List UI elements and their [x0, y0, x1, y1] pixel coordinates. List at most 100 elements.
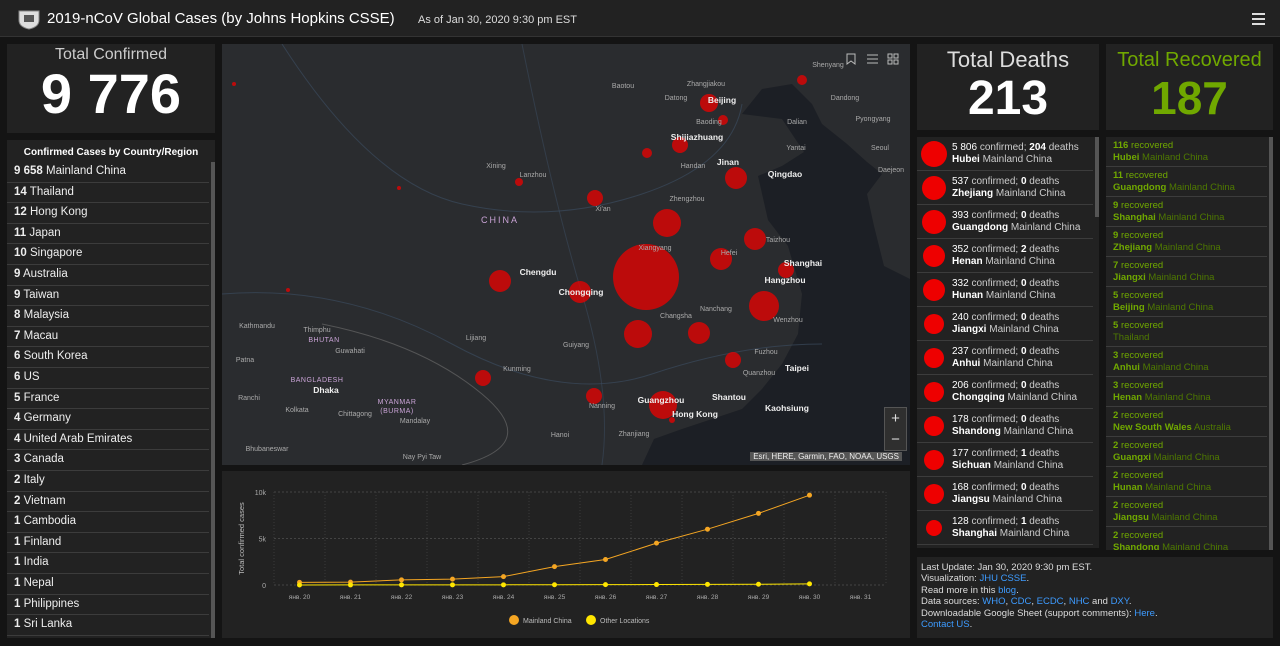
country: Macau [23, 329, 59, 342]
link[interactable]: JHU CSSE [979, 573, 1027, 585]
info: Last Update: Jan 30, 2020 9:30 pm EST. Vi… [917, 557, 1273, 638]
deaths-row[interactable]: 332 confirmed; 0 deaths Hunan Mainland Ch… [917, 273, 1093, 307]
city-label: Baoding [696, 119, 722, 126]
country: Thailand [29, 185, 74, 198]
deaths-row[interactable]: 237 confirmed; 0 deaths Anhui Mainland Ch… [917, 341, 1093, 375]
country-row[interactable]: 9 Australia [7, 265, 209, 286]
country-row[interactable]: 9 658 Mainland China [7, 162, 209, 183]
country-row[interactable]: 11 Japan [7, 224, 209, 245]
deaths-row[interactable]: 168 confirmed; 0 deaths Jiangsu Mainland … [917, 477, 1093, 511]
link[interactable]: DXY [1110, 596, 1129, 608]
menu-button[interactable] [1252, 13, 1266, 25]
count: 5 [1113, 290, 1119, 301]
country: Mainland China [983, 358, 1053, 369]
country-row[interactable]: 6 South Korea [7, 347, 209, 368]
point [807, 581, 812, 587]
recovered-row[interactable]: 9 recovered Zhejiang Mainland China [1106, 227, 1267, 257]
recovered-row[interactable]: 116 recovered Hubei Mainland China [1106, 137, 1267, 167]
country-row[interactable]: 1 Finland [7, 533, 209, 554]
city-label: Kaohsiung [765, 403, 809, 413]
recovered-row[interactable]: 2 recovered Guangxi Mainland China [1106, 437, 1267, 467]
link[interactable]: blog [998, 584, 1017, 596]
country-row[interactable]: 10 Singapore [7, 244, 209, 265]
deaths-row[interactable]: 206 confirmed; 0 deaths Chongqing Mainlan… [917, 375, 1093, 409]
country: Nepal [23, 577, 54, 589]
country: Mainland China [999, 528, 1070, 539]
city-label: Chongqing [559, 287, 604, 297]
count: 4 [14, 412, 21, 425]
deaths-row[interactable]: 177 confirmed; 1 deaths Sichuan Mainland … [917, 443, 1093, 477]
country-row[interactable]: 9 Taiwan [7, 286, 209, 307]
country-row[interactable]: 1 Nepal [7, 574, 209, 595]
point [807, 492, 812, 498]
city-label: Patna [236, 357, 254, 364]
country-row[interactable]: 1 Sri Lanka [7, 615, 209, 636]
link[interactable]: ECDC [1036, 596, 1064, 608]
recovered-row[interactable]: 7 recovered Jiangxi Mainland China [1106, 257, 1267, 287]
line: 2 recovered [1113, 500, 1267, 511]
country: Mainland China [1153, 452, 1220, 463]
count: 3 [14, 453, 21, 466]
recovered-row[interactable]: 3 recovered Anhui Mainland China [1106, 347, 1267, 377]
deaths: 0 [1020, 312, 1027, 323]
recovered-row[interactable]: 9 recovered Shanghai Mainland China [1106, 197, 1267, 227]
link[interactable]: CDC [1010, 596, 1032, 608]
country-row[interactable]: 2 Vietnam [7, 492, 209, 513]
bookmark-icon[interactable] [846, 53, 856, 65]
deaths-row[interactable]: 178 confirmed; 0 deaths Shandong Mainland… [917, 409, 1093, 443]
deaths-row[interactable]: 5 806 confirmed; 204 deaths Hubei Mainlan… [917, 137, 1093, 171]
recovered-row[interactable]: 2 recovered Shandong Mainland China [1106, 527, 1267, 550]
country: Australia [22, 268, 68, 280]
bubble-mark [926, 520, 942, 536]
city-label: Fuzhou [754, 349, 777, 356]
deaths-row[interactable]: 537 confirmed; 0 deaths Zhejiang Mainland… [917, 171, 1093, 205]
recovered-row[interactable]: 11 recovered Guangdong Mainland China [1106, 167, 1267, 197]
city-label: Pyongyang [855, 116, 890, 123]
confirmed: 352 [952, 244, 969, 255]
link[interactable]: Here [1134, 607, 1155, 619]
zoom-out[interactable]: − [891, 431, 900, 448]
recovered-row[interactable]: 5 recovered Beijing Mainland China [1106, 287, 1267, 317]
text: Last Update: Jan 30, 2020 9:30 pm EST. [921, 562, 1093, 573]
country-row[interactable]: 4 United Arab Emirates [7, 430, 209, 451]
recovered-row[interactable]: 5 recovered Thailand [1106, 317, 1267, 347]
zoom-in[interactable]: + [891, 410, 900, 427]
map-labels: Shenyang Dandong Zhangjiakou Baotou Datong Be… [236, 62, 904, 461]
country-row[interactable]: 4 Germany [7, 409, 209, 430]
line: Hubei Mainland China [952, 154, 1052, 165]
deaths: 0 [1020, 210, 1027, 221]
link[interactable]: Contact US [921, 619, 970, 631]
count: 7 [1113, 260, 1119, 271]
country-row[interactable]: 1 Cambodia [7, 512, 209, 533]
country-row[interactable]: 8 Malaysia [7, 306, 209, 327]
deaths-row[interactable]: 352 confirmed; 2 deaths Henan Mainland Ch… [917, 239, 1093, 273]
deaths-row[interactable]: 393 confirmed; 0 deaths Guangdong Mainlan… [917, 205, 1093, 239]
line: 5 recovered [1113, 320, 1267, 331]
country-row[interactable]: 3 Canada [7, 450, 209, 471]
text: . [1026, 573, 1030, 585]
recovered-row[interactable]: 2 recovered Hunan Mainland China [1106, 467, 1267, 497]
country-row[interactable]: 2 Italy [7, 471, 209, 492]
deaths-row[interactable]: 240 confirmed; 0 deaths Jiangxi Mainland … [917, 307, 1093, 341]
country-row[interactable]: 12 Hong Kong [7, 203, 209, 224]
map[interactable]: Shenyang Dandong Zhangjiakou Baotou Datong Be… [222, 44, 910, 465]
x-tick-label: янв. 31 [850, 594, 872, 601]
country-row[interactable]: 1 Philippines [7, 595, 209, 616]
recovered-row[interactable]: 3 recovered Henan Mainland China [1106, 377, 1267, 407]
link[interactable]: WHO [982, 596, 1006, 608]
country-row[interactable]: 14 Thailand [7, 183, 209, 204]
text: , [1005, 596, 1011, 608]
recovered-row[interactable]: 2 recovered Jiangsu Mainland China [1106, 497, 1267, 527]
deaths-row[interactable]: 128 confirmed; 1 deaths Shanghai Mainland… [917, 511, 1093, 545]
recovered-row[interactable]: 2 recovered New South Wales Australia [1106, 407, 1267, 437]
deaths: 0 [1020, 414, 1027, 425]
list-icon[interactable] [867, 54, 878, 64]
grid-icon[interactable] [887, 53, 899, 65]
link[interactable]: NHC [1068, 596, 1090, 608]
region: Anhui [1113, 362, 1140, 373]
country-row[interactable]: 1 India [7, 553, 209, 574]
country-row[interactable]: 6 US [7, 368, 209, 389]
x-tick-label: янв. 30 [799, 594, 821, 601]
country-row[interactable]: 7 Macau [7, 327, 209, 348]
country-row[interactable]: 5 France [7, 389, 209, 410]
